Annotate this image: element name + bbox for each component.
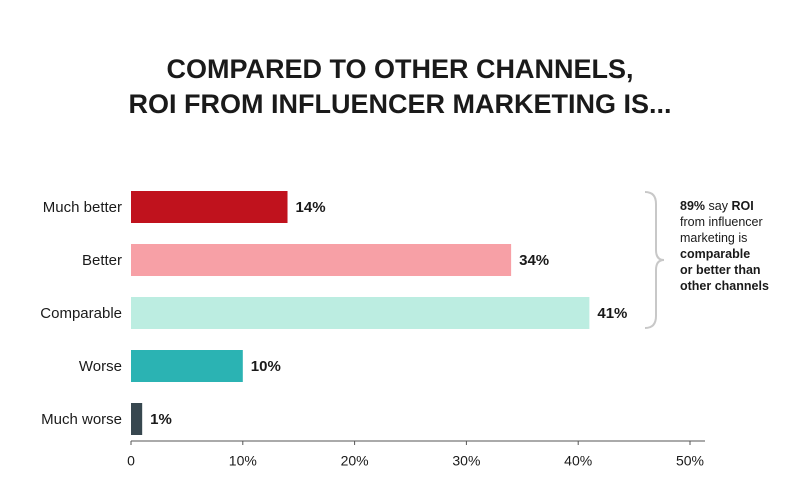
annotation-text: marketing is [680, 231, 747, 245]
bar [131, 244, 512, 276]
x-tick-label: 50% [676, 453, 704, 469]
y-tick-label: Much worse [41, 411, 122, 428]
x-tick-label: 40% [564, 453, 592, 469]
value-label: 34% [519, 252, 549, 269]
annotation-text: other channels [680, 279, 769, 293]
x-tick-label: 0 [127, 453, 135, 469]
y-tick-label: Comparable [40, 305, 122, 322]
chart-title: ROI FROM INFLUENCER MARKETING IS... [129, 89, 672, 119]
annotation-text: say [705, 199, 731, 213]
annotation: marketing is [680, 231, 747, 245]
x-tick-label: 20% [341, 453, 369, 469]
x-tick-label: 30% [452, 453, 480, 469]
annotation: comparable [680, 247, 750, 261]
annotation-text: or better than [680, 263, 761, 277]
annotation-text: from influencer [680, 215, 763, 229]
value-label: 41% [597, 305, 627, 322]
annotation: or better than [680, 263, 761, 277]
value-label: 14% [296, 199, 326, 216]
bar [131, 350, 243, 382]
annotation-text: 89% [680, 199, 705, 213]
annotation: from influencer [680, 215, 763, 229]
x-tick-label: 10% [229, 453, 257, 469]
annotation: other channels [680, 279, 769, 293]
y-tick-label: Worse [79, 358, 122, 375]
y-tick-label: Much better [43, 199, 122, 216]
chart-title: COMPARED TO OTHER CHANNELS, [166, 54, 633, 84]
y-tick-label: Better [82, 252, 122, 269]
value-label: 1% [150, 411, 172, 428]
bar [131, 191, 288, 223]
value-label: 10% [251, 358, 281, 375]
bar [131, 403, 143, 435]
bar [131, 297, 590, 329]
annotation-text: ROI [731, 199, 753, 213]
annotation-text: comparable [680, 247, 750, 261]
annotation: 89% say ROI [680, 199, 754, 213]
bracket [644, 191, 665, 329]
